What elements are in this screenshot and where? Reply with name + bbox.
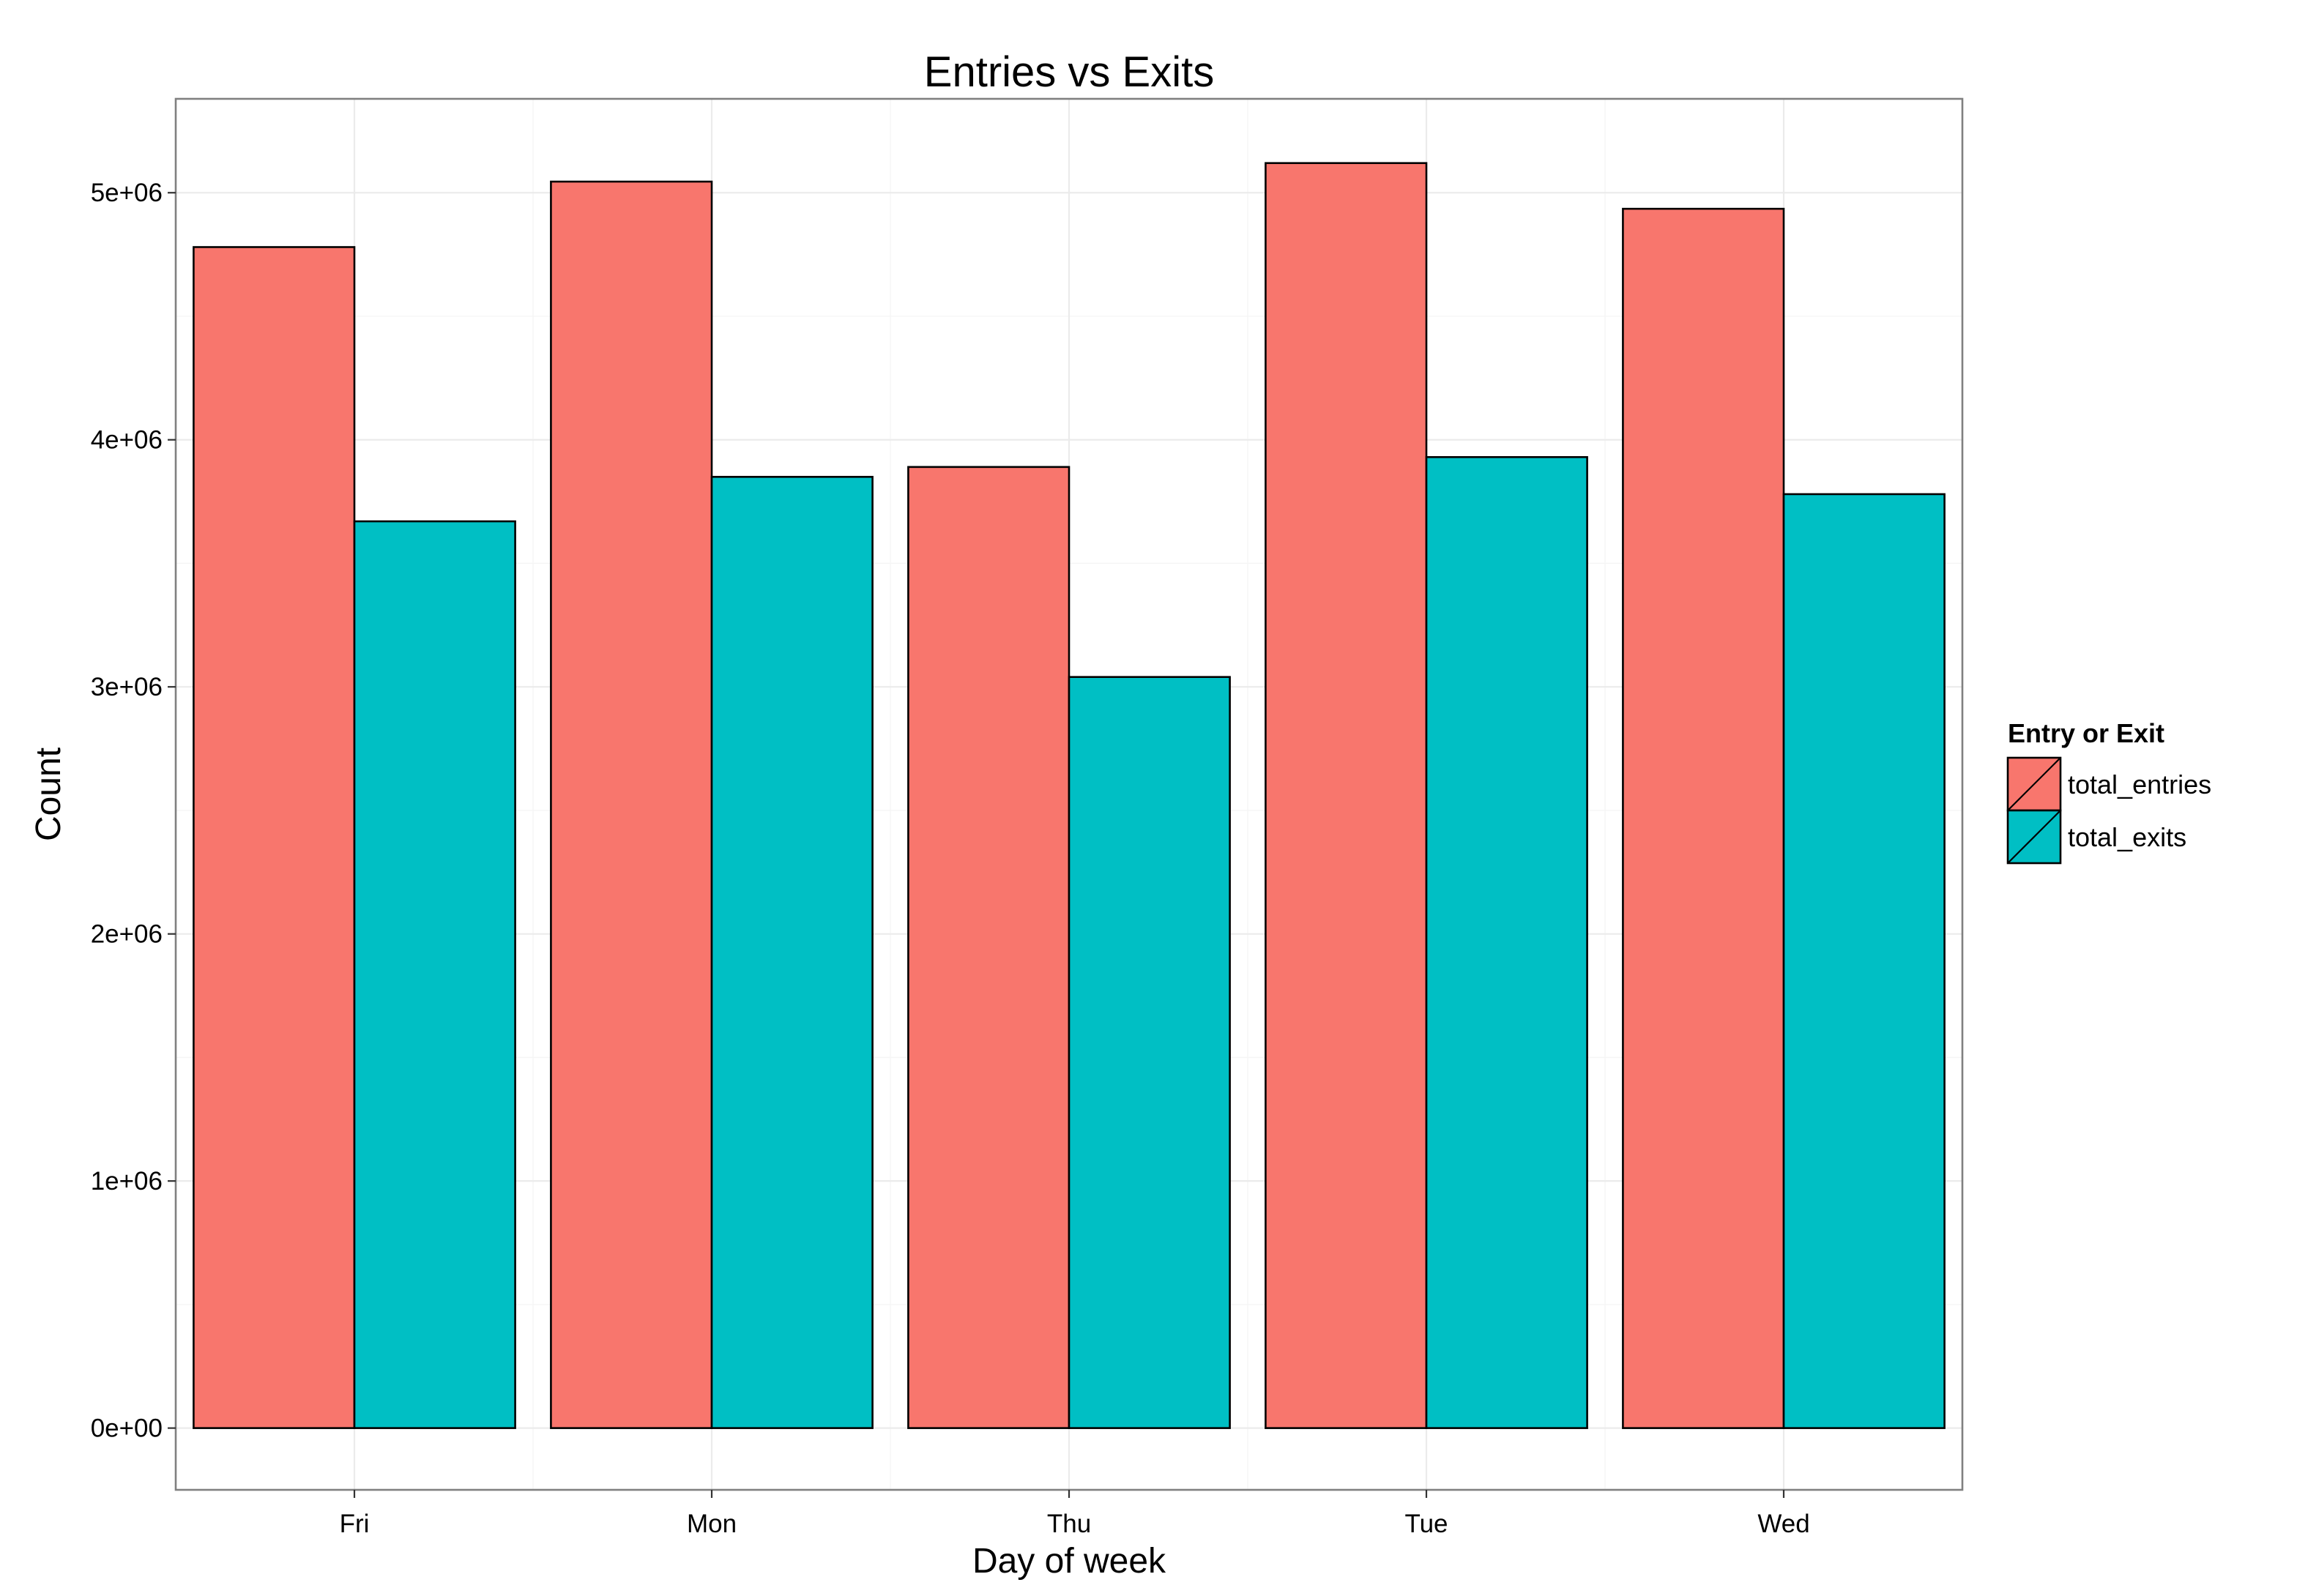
legend-items: total_entries total_exits [2006,756,2211,865]
bar-total-exits-fri [353,520,516,1429]
legend: Entry or Exit total_entries total_exits [2006,718,2211,865]
y-tick-label: 1e+06 [91,1167,163,1196]
bar-total-exits-tue [1425,456,1588,1429]
y-tick-label: 5e+06 [91,179,163,207]
y-axis-title: Count [29,747,68,841]
y-tick-label: 4e+06 [91,426,163,455]
y-tick-label: 3e+06 [91,673,163,701]
legend-title: Entry or Exit [2008,718,2164,748]
x-axis-title: Day of week [972,1542,1166,1581]
axes: 0e+00 1e+06 2e+06 3e+06 4e+06 5e+06 Fri Mon Thu T… [91,179,1810,1538]
y-tick-label: 0e+00 [91,1414,163,1443]
bar-total-entries-mon [550,180,713,1429]
bar-total-entries-tue [1265,162,1428,1429]
legend-key-slash [2007,757,2061,811]
legend-item-total-entries: total_entries [2006,756,2211,812]
legend-key-slash [2007,810,2061,864]
x-tick-label-mon: Mon [687,1510,737,1538]
bar-total-entries-wed [1622,207,1785,1429]
legend-item-total-exits: total_exits [2006,809,2186,865]
bar-total-entries-thu [907,466,1071,1429]
x-tick-label-wed: Wed [1757,1510,1809,1538]
legend-label-total-entries: total_entries [2068,769,2211,799]
bar-total-exits-wed [1782,493,1946,1429]
x-tick-label-thu: Thu [1047,1510,1091,1538]
bars [193,162,1946,1429]
x-tick-label-tue: Tue [1404,1510,1448,1538]
y-tick-label: 2e+06 [91,920,163,949]
bar-total-entries-fri [193,246,356,1429]
x-tick-label-fri: Fri [340,1510,370,1538]
bar-total-exits-thu [1068,676,1231,1429]
legend-label-total-exits: total_exits [2068,822,2186,852]
chart-title: Entries vs Exits [924,48,1214,96]
bar-total-exits-mon [710,476,874,1429]
